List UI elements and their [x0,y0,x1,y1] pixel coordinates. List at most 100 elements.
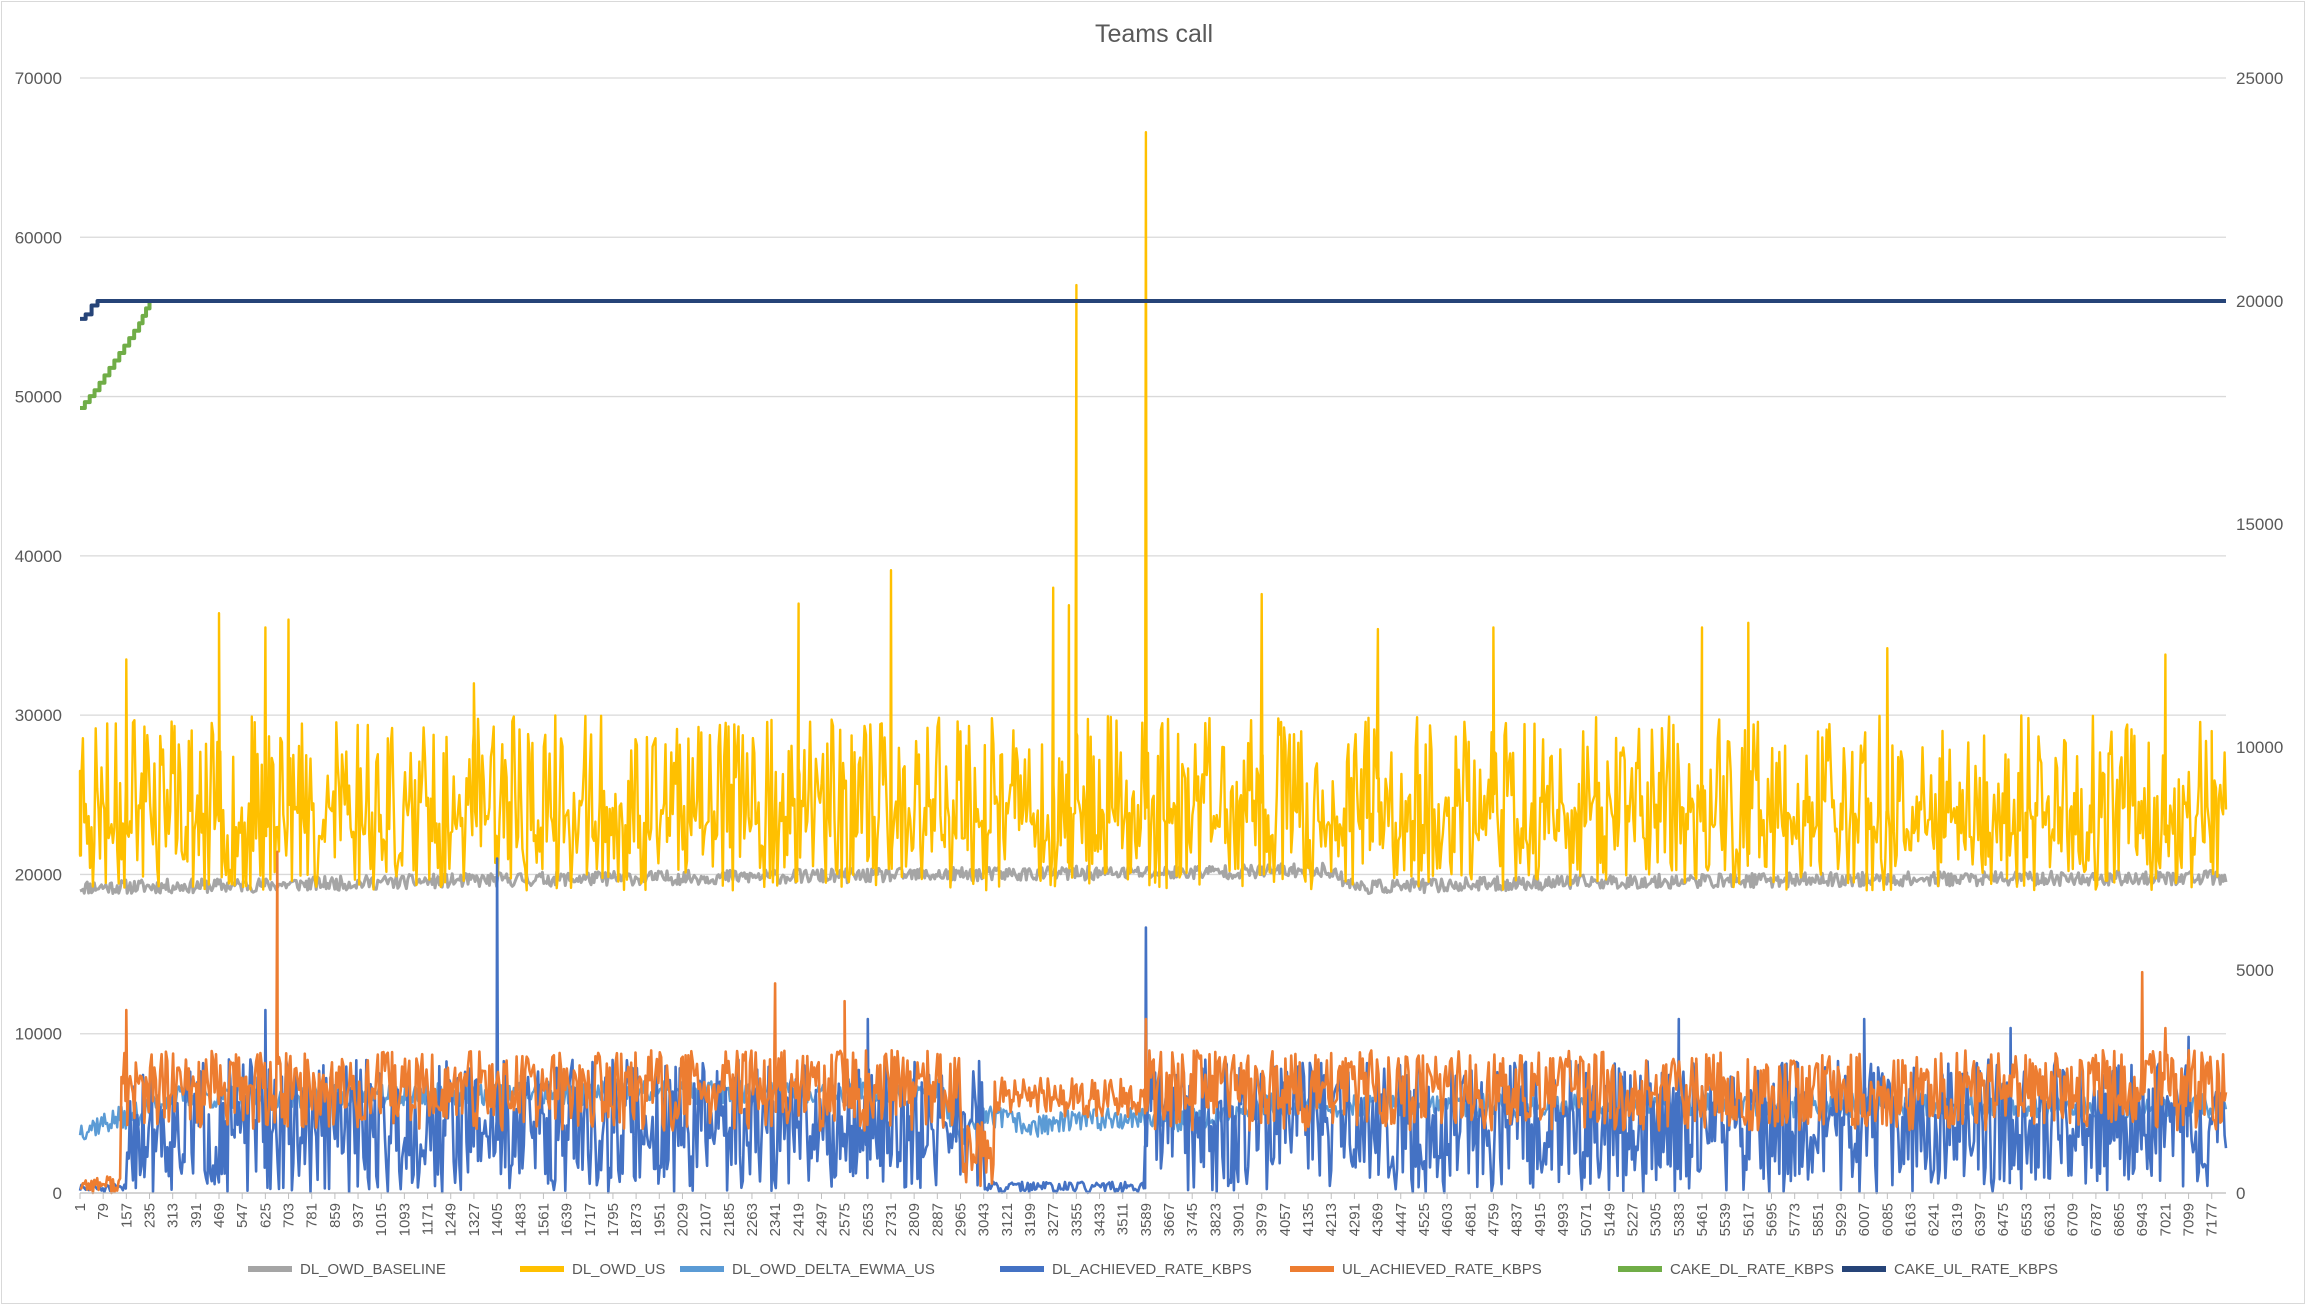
x-tick-label: 3043 [976,1203,993,1236]
y-left-tick-label: 10000 [15,1025,62,1044]
x-tick-label: 625 [257,1203,274,1228]
x-tick-label: 79 [95,1203,112,1220]
series-ul-achieved-rate-kbps [80,850,2228,1195]
x-tick-label: 6397 [1972,1203,1989,1236]
x-tick-label: 2185 [721,1203,738,1236]
x-tick-label: 3901 [1231,1203,1248,1236]
x-tick-label: 2731 [883,1203,900,1236]
x-tick-label: 6943 [2134,1203,2151,1236]
y-left-tick-label: 70000 [15,69,62,88]
x-tick-label: 6163 [1903,1203,1920,1236]
x-tick-label: 1483 [512,1203,529,1236]
legend-label: DL_OWD_US [572,1261,665,1278]
x-tick-label: 2029 [674,1203,691,1236]
x-tick-label: 4681 [1462,1203,1479,1236]
x-tick-label: 1639 [559,1203,576,1236]
x-tick-label: 3121 [999,1203,1016,1236]
series-dl-owd-baseline [79,861,2228,895]
chart-title: Teams call [1095,20,1213,48]
x-tick-label: 5149 [1601,1203,1618,1236]
x-tick-label: 2965 [953,1203,970,1236]
x-tick-label: 5617 [1740,1203,1757,1236]
x-tick-label: 1795 [605,1203,622,1236]
x-tick-label: 157 [118,1203,135,1228]
x-tick-label: 1 [72,1203,89,1211]
x-tick-label: 235 [142,1203,159,1228]
x-tick-label: 5461 [1694,1203,1711,1236]
series-dl-owd-us [78,131,2228,892]
y-left-tick-label: 0 [53,1184,62,1203]
x-tick-label: 547 [234,1203,251,1228]
x-tick-label: 4447 [1393,1203,1410,1236]
x-tick-label: 859 [327,1203,344,1228]
x-tick-label: 4915 [1532,1203,1549,1236]
x-tick-label: 6709 [2065,1203,2082,1236]
y-left-tick-label: 30000 [15,706,62,725]
x-tick-label: 3511 [1115,1203,1132,1235]
x-tick-label: 4837 [1509,1203,1526,1236]
x-tick-label: 6553 [2018,1203,2035,1236]
x-tick-label: 4057 [1277,1203,1294,1236]
gridlines [80,77,2226,1194]
x-tick-label: 2419 [790,1203,807,1236]
x-tick-label: 6631 [2042,1203,2059,1236]
y-right-tick-label: 25000 [2236,69,2283,88]
x-tick-label: 2341 [767,1203,784,1236]
x-tick-label: 6007 [1856,1203,1873,1236]
y-right-tick-label: 5000 [2236,961,2274,980]
legend-label: UL_ACHIEVED_RATE_KBPS [1342,1261,1542,1278]
x-tick-label: 6865 [2111,1203,2128,1236]
x-tick-label: 1093 [396,1203,413,1236]
legend-label: DL_OWD_BASELINE [300,1261,446,1278]
x-tick-label: 2809 [906,1203,923,1236]
x-tick-label: 4135 [1300,1203,1317,1236]
x-tick-label: 6475 [1995,1203,2012,1236]
x-tick-label: 937 [350,1203,367,1228]
x-tick-label: 2575 [837,1203,854,1236]
y-left-tick-label: 20000 [15,865,62,884]
series-dl-achieved-rate-kbps [78,857,2228,1195]
y-left-tick-label: 60000 [15,228,62,247]
x-tick-label: 4603 [1439,1203,1456,1236]
x-tick-label: 2107 [698,1203,715,1236]
x-tick-label: 469 [211,1203,228,1228]
x-tick-label: 5695 [1763,1203,1780,1236]
x-tick-label: 4993 [1555,1203,1572,1236]
x-tick-label: 3667 [1161,1203,1178,1236]
y-right-tick-label: 15000 [2236,515,2283,534]
x-tick-label: 781 [304,1203,321,1228]
series-cake-ul-rate-kbps [80,299,2226,321]
x-tick-label: 5071 [1578,1203,1595,1236]
x-tick-label: 4369 [1370,1203,1387,1236]
x-tick-label: 3979 [1254,1203,1271,1236]
x-tick-label: 1015 [373,1203,390,1236]
x-tick-label: 1327 [466,1203,483,1236]
series-layer [78,131,2228,1195]
y-right-tick-label: 0 [2236,1184,2245,1203]
x-tick-label: 1405 [489,1203,506,1236]
y-left-tick-label: 40000 [15,547,62,566]
y-right-tick-label: 20000 [2236,292,2283,311]
x-tick-label: 5851 [1810,1203,1827,1236]
x-tick-label: 3823 [1207,1203,1224,1236]
x-tick-label: 2887 [929,1203,946,1236]
legend-label: DL_OWD_DELTA_EWMA_US [732,1261,935,1278]
y-left-tick-label: 50000 [15,388,62,407]
x-tick-label: 4525 [1416,1203,1433,1236]
legend-label: DL_ACHIEVED_RATE_KBPS [1052,1261,1252,1278]
x-tick-label: 4759 [1485,1203,1502,1236]
x-tick-label: 1951 [651,1203,668,1236]
x-tick-label: 5305 [1648,1203,1665,1236]
legend: DL_OWD_BASELINE DL_OWD_US DL_OWD_DELTA_EWM… [248,1261,2058,1278]
x-tick-label: 2497 [813,1203,830,1236]
x-tick-label: 2653 [860,1203,877,1236]
x-tick-label: 313 [165,1203,182,1228]
x-tick-label: 703 [281,1203,298,1228]
x-tick-label: 1873 [628,1203,645,1236]
x-tick-label: 1561 [535,1203,552,1236]
legend-label: CAKE_DL_RATE_KBPS [1670,1261,1834,1278]
x-tick-label: 3277 [1045,1203,1062,1236]
axes: 0 10000 20000 30000 40000 50000 60000 70000 0 500… [15,69,2284,1236]
x-tick-label: 3199 [1022,1203,1039,1236]
